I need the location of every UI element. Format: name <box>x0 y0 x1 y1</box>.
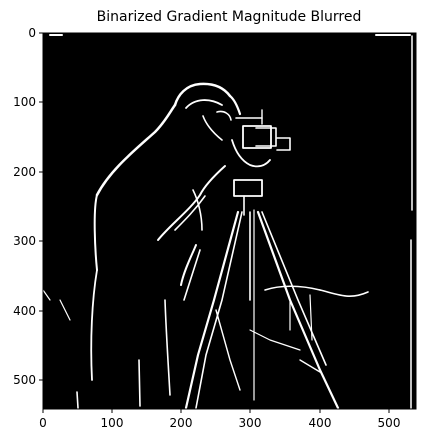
x-tick-500: 500 <box>378 416 401 430</box>
y-tick-500: 500 <box>13 373 36 387</box>
x-tick-200: 200 <box>170 416 193 430</box>
x-tick-0: 0 <box>39 416 47 430</box>
y-tick-100: 100 <box>13 95 36 109</box>
y-tick-200: 200 <box>13 165 36 179</box>
edge-image <box>42 33 416 410</box>
x-tick-100: 100 <box>101 416 124 430</box>
edge-lines <box>42 34 413 410</box>
x-tick-400: 400 <box>309 416 332 430</box>
figure-title: Binarized Gradient Magnitude Blurred <box>97 9 362 25</box>
image-background <box>43 33 416 409</box>
x-axis: 0 100 200 300 400 500 <box>39 409 400 430</box>
x-tick-300: 300 <box>239 416 262 430</box>
y-tick-300: 300 <box>13 234 36 248</box>
y-axis: 0 100 200 300 400 500 <box>13 26 43 387</box>
y-tick-0: 0 <box>28 26 36 40</box>
image-frame <box>42 32 417 410</box>
y-tick-400: 400 <box>13 304 36 318</box>
